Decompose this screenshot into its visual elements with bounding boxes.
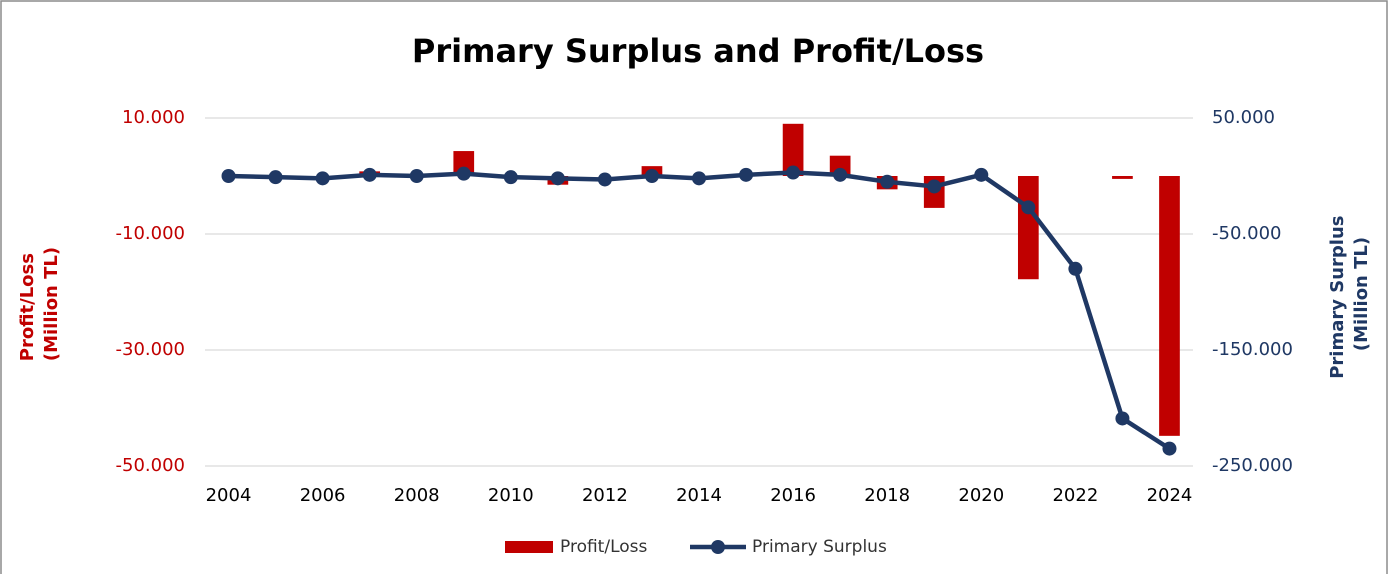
- x-tick-label: 2014: [676, 485, 722, 506]
- y2-tick-label: 50.000: [1212, 107, 1275, 128]
- line-marker: [362, 167, 377, 182]
- line-marker: [221, 169, 236, 183]
- legend-label: Profit/Loss: [560, 537, 648, 557]
- y2-axis-title: Primary Surplus (Million TL): [1327, 209, 1372, 379]
- x-tick-label: 2004: [206, 485, 252, 506]
- y-axis-title-line: Profit/Loss: [17, 253, 38, 361]
- y-axis-title: Profit/Loss (Million TL): [17, 247, 62, 362]
- y-tick-label: -10.000: [116, 223, 185, 244]
- x-tick-label: 2022: [1052, 485, 1098, 506]
- line-marker: [1115, 411, 1130, 426]
- y2-tick-label: -50.000: [1212, 223, 1281, 244]
- legend-swatch: [505, 541, 553, 553]
- y2-axis-title-line: Primary Surplus: [1327, 216, 1348, 379]
- line-marker: [409, 169, 424, 183]
- line-marker: [503, 170, 518, 185]
- bar: [1112, 176, 1133, 179]
- x-tick-label: 2010: [488, 485, 534, 506]
- y2-tick-label: -150.000: [1212, 339, 1293, 360]
- x-tick-label: 2020: [958, 485, 1004, 506]
- line-marker: [644, 169, 659, 183]
- line-marker: [833, 167, 848, 182]
- line-marker: [597, 172, 612, 187]
- line-marker: [268, 170, 283, 185]
- chart-title: Primary Surplus and Profit/Loss: [412, 32, 984, 70]
- x-tick-label: 2006: [300, 485, 346, 506]
- line-marker: [880, 174, 895, 189]
- x-tick-label: 2012: [582, 485, 628, 506]
- y2-axis-title-line: (Million TL): [1351, 237, 1372, 351]
- bar: [1017, 176, 1039, 280]
- y-axis-title-line: (Million TL): [41, 247, 62, 361]
- line-marker: [692, 171, 706, 186]
- x-tick-label: 2024: [1147, 485, 1193, 506]
- x-tick-label: 2016: [770, 485, 816, 506]
- line-marker: [739, 167, 754, 182]
- legend-label: Primary Surplus: [752, 537, 887, 557]
- line-marker: [456, 166, 471, 181]
- line-marker: [786, 165, 801, 180]
- line-marker: [1021, 200, 1036, 215]
- x-tick-label: 2018: [864, 485, 910, 506]
- line-marker: [974, 167, 989, 182]
- x-tick-label: 2008: [394, 485, 440, 506]
- bar: [782, 123, 804, 176]
- y2-tick-label: -250.000: [1212, 455, 1293, 476]
- y-tick-label: -30.000: [116, 339, 185, 360]
- legend-marker: [711, 540, 725, 554]
- y-tick-label: -50.000: [116, 455, 185, 476]
- bar: [1159, 176, 1180, 436]
- line-marker: [550, 171, 565, 186]
- line-marker: [315, 171, 330, 186]
- line-marker: [1068, 261, 1083, 276]
- line-marker: [1162, 441, 1177, 456]
- line-marker: [927, 179, 942, 194]
- y-tick-label: 10.000: [122, 107, 185, 128]
